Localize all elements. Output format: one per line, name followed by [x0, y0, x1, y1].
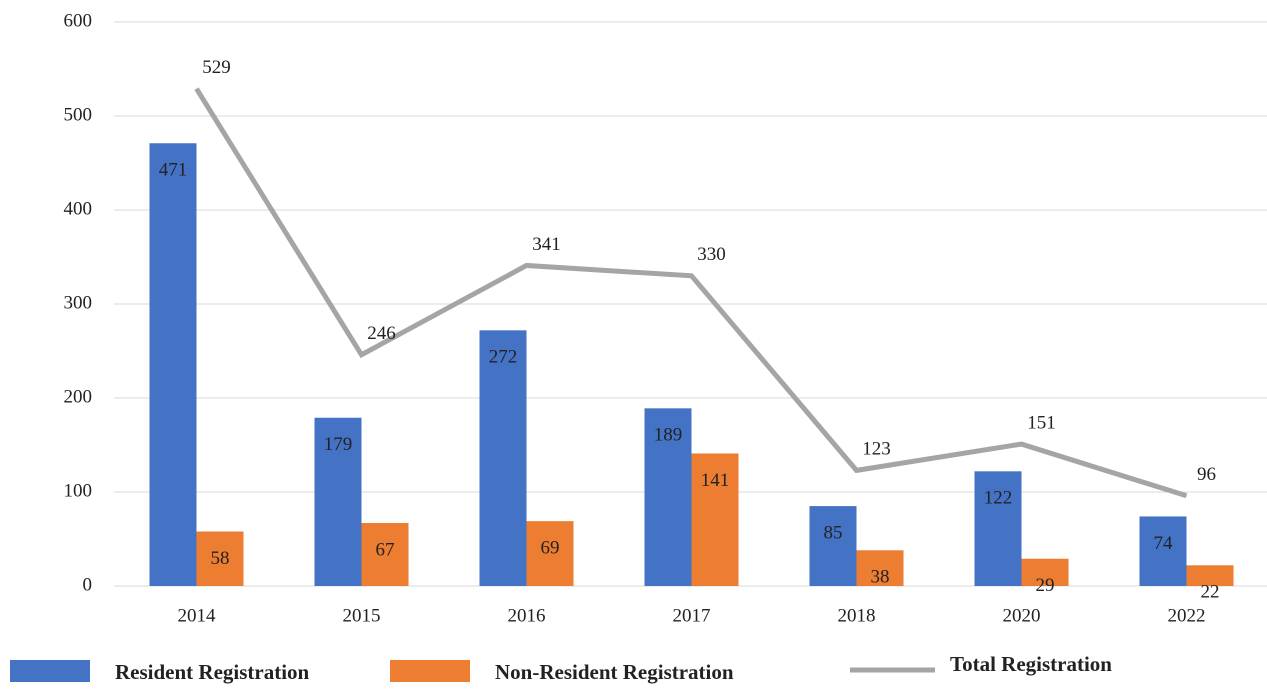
y-tick-label: 600: [64, 10, 93, 31]
bar: [149, 143, 197, 586]
bar: [1186, 565, 1234, 586]
y-tick-label: 500: [64, 104, 93, 125]
bar: [479, 330, 527, 586]
data-label: 29: [1036, 575, 1055, 596]
data-label: 58: [211, 548, 230, 569]
data-label: 189: [654, 425, 683, 446]
x-tick-label: 2015: [343, 605, 381, 626]
bar: [974, 471, 1022, 586]
bar: [809, 506, 857, 586]
y-tick-label: 0: [83, 574, 93, 595]
data-label: 141: [701, 470, 730, 491]
x-tick-label: 2018: [838, 605, 876, 626]
legend-label: Resident Registration: [115, 660, 310, 684]
data-label: 246: [367, 323, 396, 344]
data-label: 96: [1197, 464, 1216, 485]
data-label: 151: [1027, 412, 1056, 433]
y-tick-label: 200: [64, 386, 93, 407]
x-tick-label: 2016: [508, 605, 546, 626]
x-tick-label: 2020: [1003, 605, 1041, 626]
x-tick-label: 2022: [1168, 605, 1206, 626]
x-tick-label: 2017: [673, 605, 711, 626]
line: [194, 87, 1188, 499]
legend-label: Non-Resident Registration: [495, 660, 734, 684]
data-label: 179: [324, 434, 353, 455]
bar: [856, 550, 904, 586]
data-label: 67: [376, 539, 395, 560]
bar: [1021, 558, 1069, 586]
data-label: 471: [159, 160, 188, 181]
data-label: 123: [862, 439, 891, 460]
data-label: 38: [871, 567, 890, 588]
bar: [196, 531, 244, 586]
data-label: 529: [202, 57, 231, 78]
data-label: 85: [824, 522, 843, 543]
bar: [691, 453, 739, 586]
bar: [314, 417, 362, 586]
x-tick-label: 2014: [178, 605, 217, 626]
legend-swatch: [390, 660, 470, 682]
data-label: 22: [1201, 582, 1220, 603]
y-tick-label: 400: [64, 198, 93, 219]
bar: [1139, 516, 1187, 586]
data-label: 341: [532, 234, 561, 255]
data-label: 330: [697, 244, 726, 265]
y-tick-label: 300: [64, 292, 93, 313]
data-label: 272: [489, 347, 518, 368]
legend-label: Total Registration: [950, 652, 1112, 676]
legend-swatch: [10, 660, 90, 682]
bar: [644, 408, 692, 586]
bar: [361, 523, 409, 586]
bar: [526, 521, 574, 586]
data-label: 122: [984, 488, 1013, 509]
y-tick-label: 100: [64, 480, 93, 501]
data-label: 69: [541, 537, 560, 558]
data-label: 74: [1154, 533, 1174, 554]
